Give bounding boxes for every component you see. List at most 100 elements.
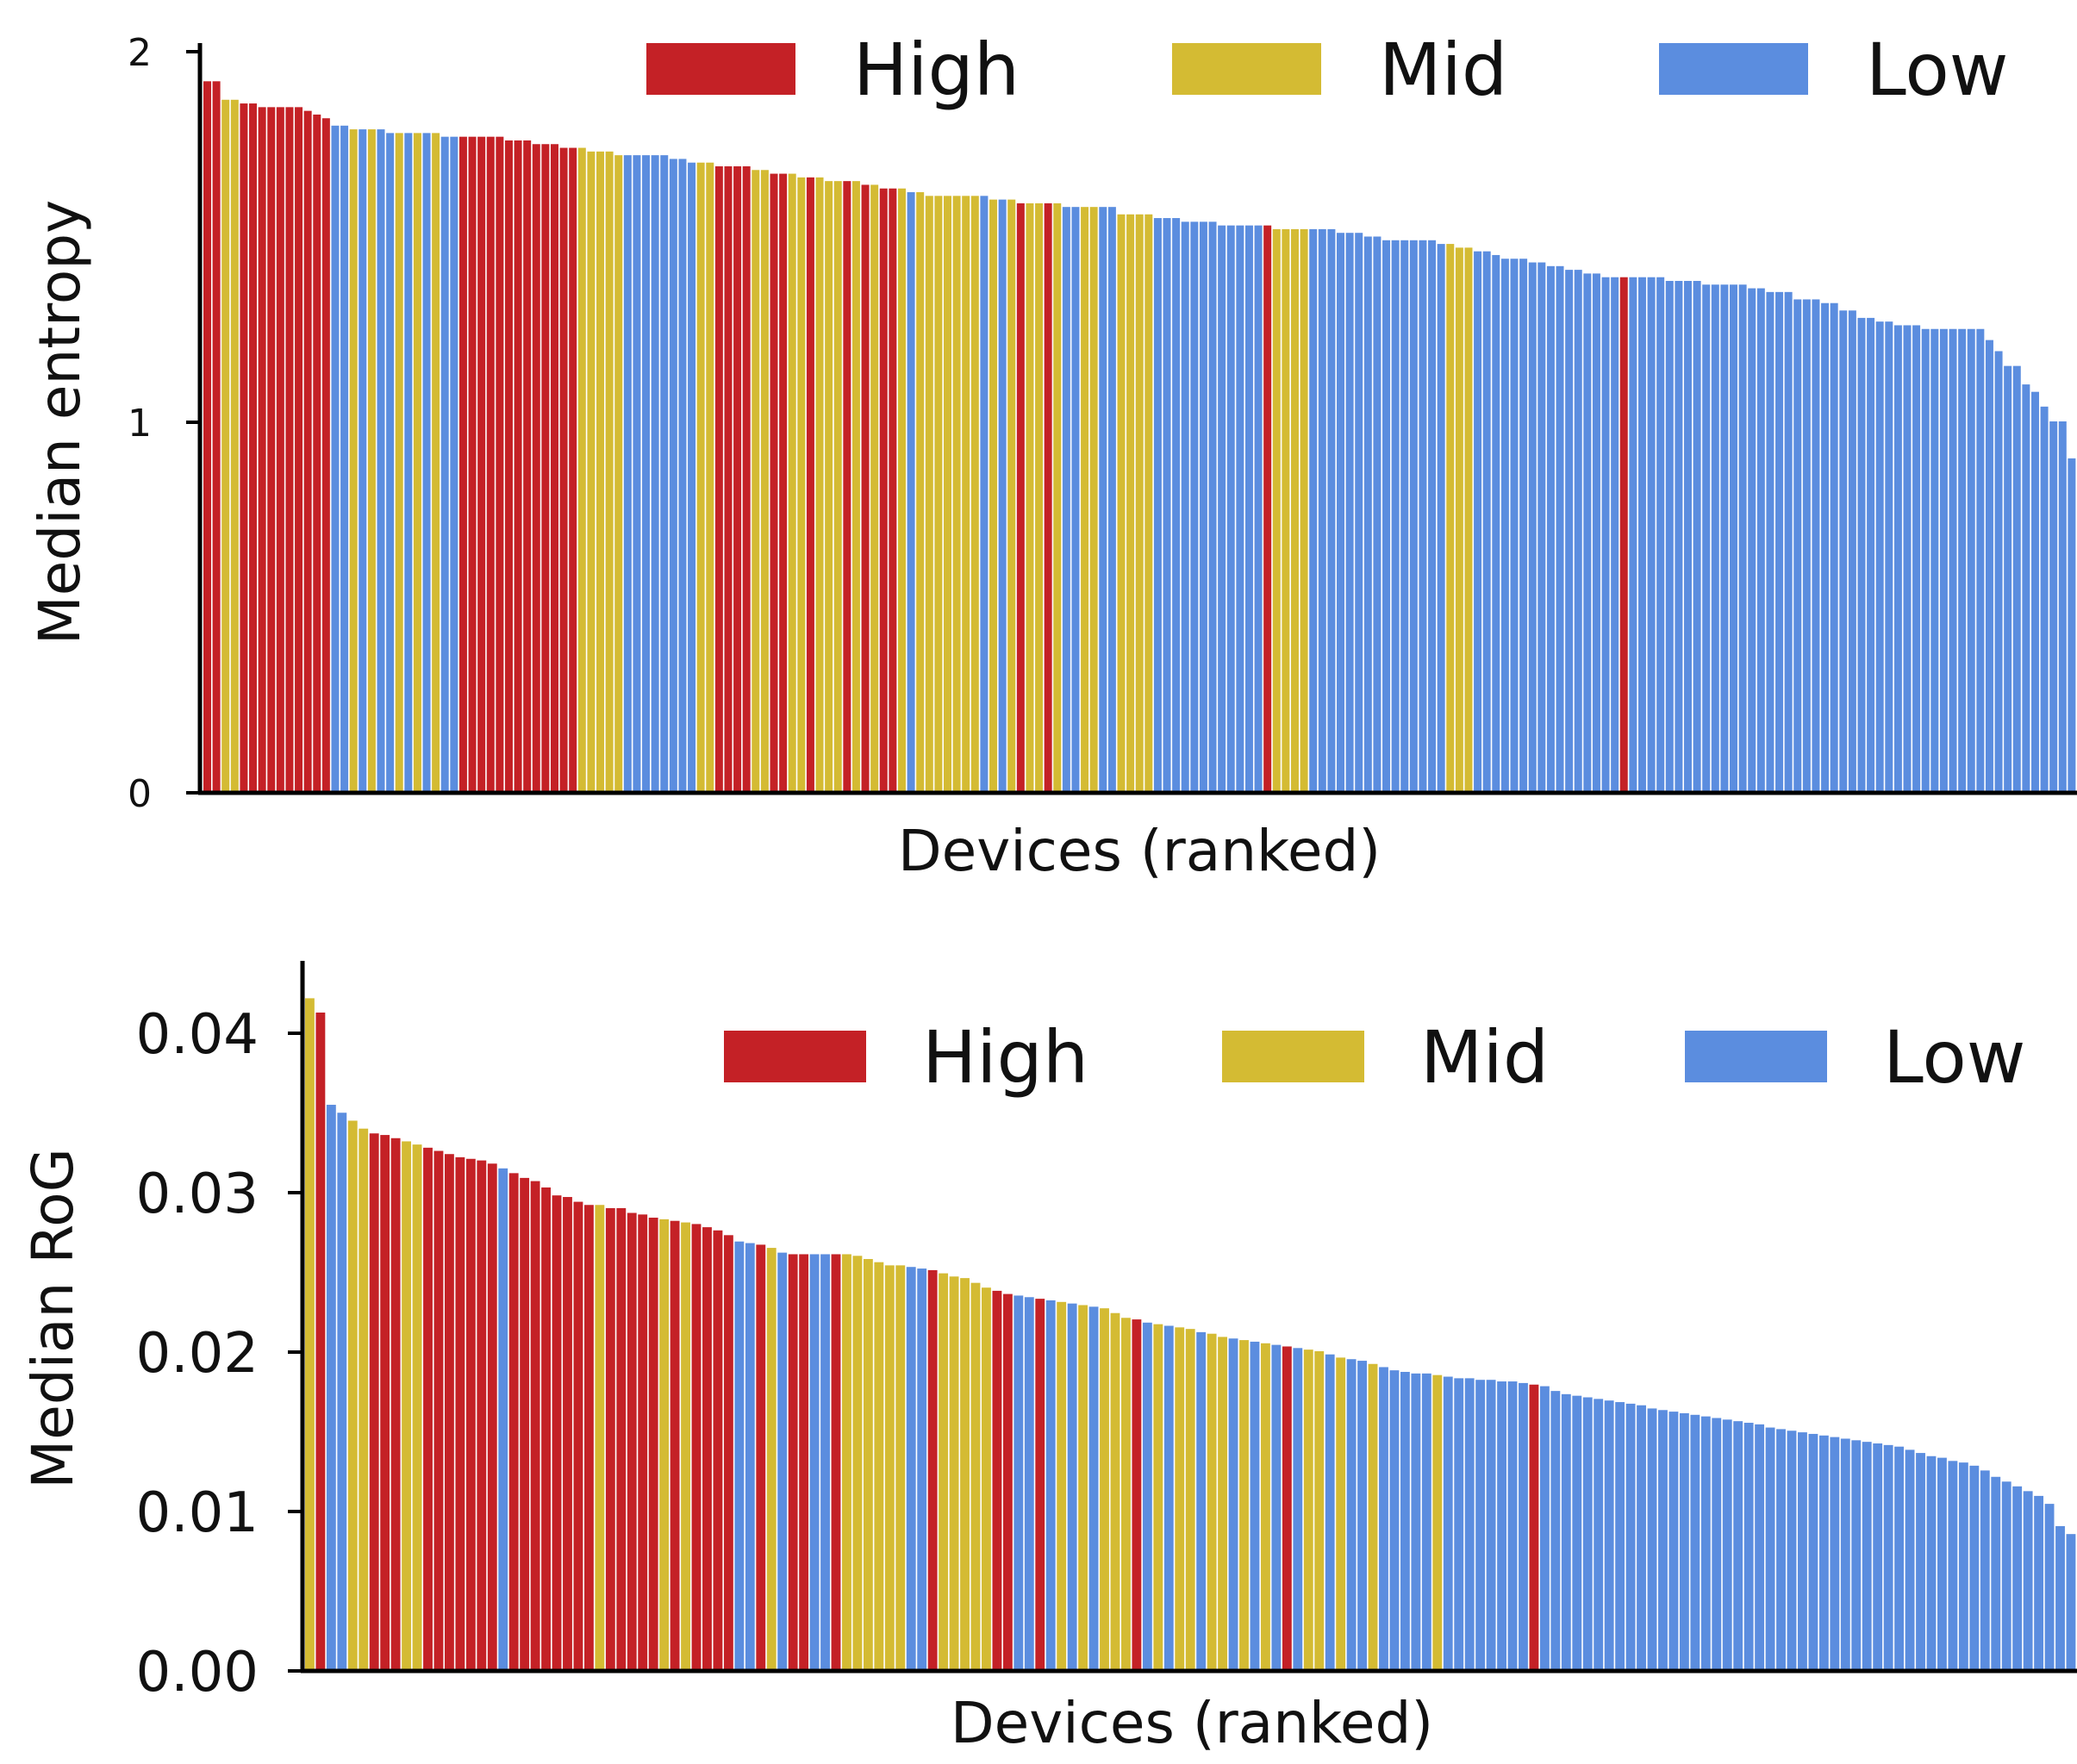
entropy-bar <box>633 155 641 791</box>
rog-bar <box>1325 1354 1335 1669</box>
rog-bar <box>1625 1403 1636 1669</box>
rog-bar <box>347 1120 358 1669</box>
rog-bar <box>874 1262 884 1669</box>
rog-bar <box>766 1248 777 1670</box>
entropy-bar <box>1126 214 1135 791</box>
entropy-bar <box>468 136 477 792</box>
entropy-bar <box>440 136 449 792</box>
entropy-bar <box>998 199 1007 792</box>
entropy-bar <box>1766 291 1774 792</box>
rog-bar <box>390 1138 401 1669</box>
entropy-bar <box>1702 284 1711 791</box>
rog-bar <box>1271 1344 1282 1669</box>
rog-bar <box>1002 1293 1013 1669</box>
rog-bar <box>1818 1435 1829 1669</box>
entropy-bar <box>989 199 998 792</box>
entropy-bar <box>1382 240 1391 791</box>
entropy-bar <box>1821 302 1830 792</box>
entropy-bar <box>651 155 659 791</box>
entropy-y-tick-label: 2 <box>128 31 152 75</box>
legend-label-high: High <box>853 28 1020 112</box>
rog-bar <box>659 1219 670 1669</box>
entropy-bar <box>2012 365 2021 791</box>
rog-bar <box>1163 1325 1174 1669</box>
entropy-bar <box>1026 203 1034 791</box>
entropy-bar <box>587 151 596 791</box>
rog-bar <box>563 1197 572 1669</box>
rog-bar <box>2001 1481 2012 1669</box>
entropy-bar <box>1601 277 1610 791</box>
rog-bar <box>359 1128 369 1669</box>
entropy-bar <box>386 133 395 791</box>
entropy-bar <box>1099 207 1107 791</box>
entropy-bar <box>1556 265 1564 791</box>
entropy-bar <box>1474 251 1482 791</box>
rog-bar <box>1346 1359 1357 1669</box>
entropy-bar <box>696 162 705 791</box>
rog-bar <box>799 1254 809 1669</box>
entropy-bar <box>605 151 614 791</box>
rog-bar <box>1196 1331 1207 1669</box>
entropy-bar <box>1263 225 1272 791</box>
legend-label-mid: Mid <box>1379 28 1507 112</box>
entropy-bar <box>1748 288 1756 791</box>
rog-bars <box>305 998 2076 1670</box>
rog-bar <box>1658 1410 1668 1669</box>
rog-bar <box>1733 1421 1743 1669</box>
rog-bar <box>1303 1349 1313 1669</box>
entropy-bar <box>1163 218 1171 792</box>
entropy-y-tick-label: 0 <box>128 772 152 816</box>
rog-legend: High Mid Low <box>724 1015 2025 1100</box>
entropy-bar <box>1236 225 1244 791</box>
entropy-bar <box>203 81 211 791</box>
entropy-bar <box>514 140 522 791</box>
rog-bar <box>1454 1378 1464 1669</box>
entropy-bar <box>1254 225 1263 791</box>
entropy-bar <box>1355 233 1363 792</box>
entropy-bar <box>925 196 933 791</box>
entropy-bar <box>742 165 751 792</box>
entropy-bar <box>276 107 284 792</box>
rog-bar <box>1121 1318 1131 1670</box>
rog-bar <box>982 1287 991 1669</box>
entropy-bar <box>1446 244 1455 792</box>
entropy-bar <box>249 103 258 791</box>
rog-bar <box>1250 1341 1260 1669</box>
entropy-x-axis-label: Devices (ranked) <box>898 818 1381 884</box>
entropy-bar <box>2068 458 2076 791</box>
rog-x-axis-label: Devices (ranked) <box>951 1690 1433 1756</box>
rog-bar <box>2055 1525 2065 1669</box>
entropy-bar <box>1455 247 1463 791</box>
entropy-bar <box>815 177 824 792</box>
rog-y-tick-label: 0.04 <box>136 1003 259 1067</box>
legend-swatch-high <box>724 1031 866 1082</box>
entropy-bar <box>1939 328 1948 791</box>
entropy-bar <box>825 181 833 791</box>
entropy-bar <box>1711 284 1719 791</box>
rog-bar <box>498 1168 508 1669</box>
rog-bar <box>970 1282 981 1669</box>
rog-bar <box>616 1207 627 1669</box>
entropy-bar <box>1839 310 1848 791</box>
entropy-bar <box>1967 328 1975 791</box>
entropy-bar <box>1921 328 1930 791</box>
rog-bar <box>1389 1370 1400 1669</box>
rog-bar <box>1905 1449 1915 1669</box>
rog-bar <box>508 1173 519 1669</box>
entropy-bar <box>1007 199 1016 792</box>
entropy-bar <box>367 129 376 792</box>
entropy-bar <box>1857 317 1866 791</box>
entropy-bar <box>907 192 915 791</box>
entropy-bar <box>240 103 248 791</box>
rog-bar <box>1464 1378 1475 1669</box>
rog-chart: 0.00 0.01 0.02 0.03 0.04 Devices (ranked… <box>20 961 2077 1756</box>
entropy-bar <box>1848 310 1856 791</box>
rog-bar <box>1175 1327 1185 1669</box>
rog-bar <box>1045 1300 1056 1669</box>
entropy-bar <box>285 107 294 792</box>
rog-bar <box>1894 1446 1905 1669</box>
rog-bar <box>1722 1419 1732 1669</box>
entropy-bar <box>1565 270 1574 791</box>
rog-bar <box>380 1135 390 1669</box>
rog-bar <box>595 1205 605 1669</box>
